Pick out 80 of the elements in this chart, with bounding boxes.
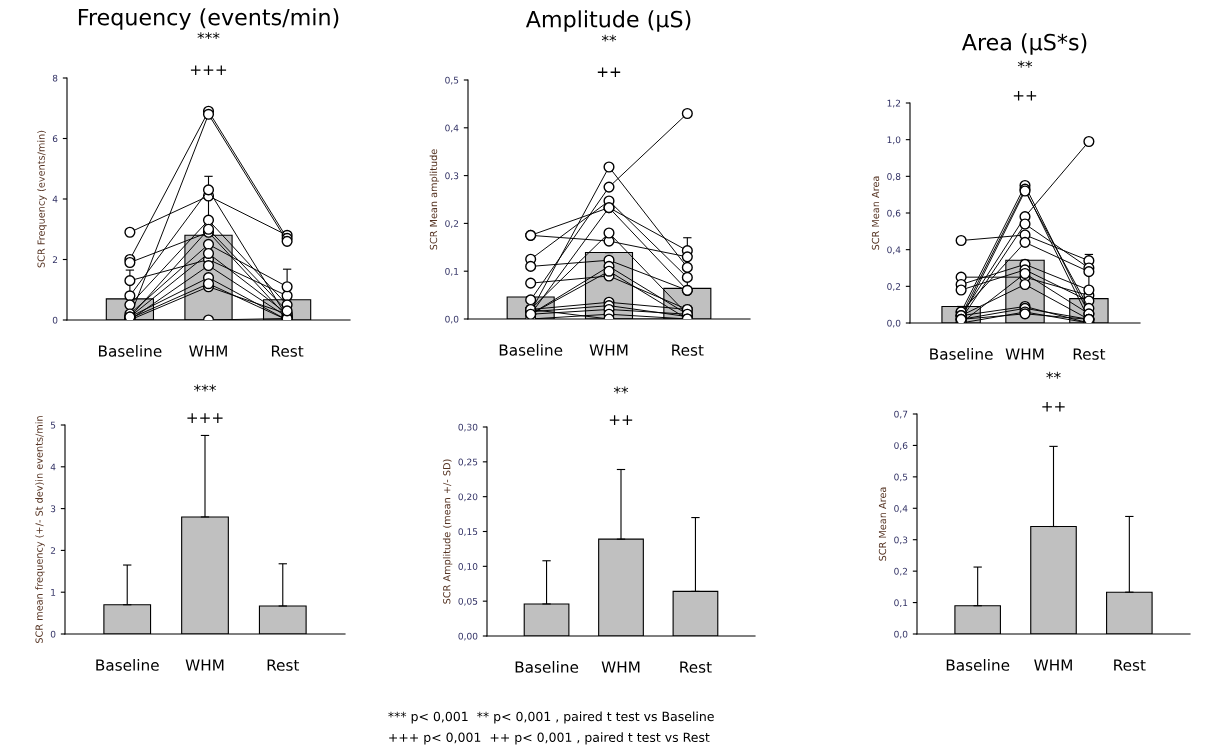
y-tick-label: 0,00 <box>458 632 478 641</box>
y-tick-label: 2 <box>52 256 58 263</box>
x-tick-label: Baseline <box>96 659 159 671</box>
text: ** <box>1046 371 1061 379</box>
x-tick-label: WHM <box>185 659 224 671</box>
y-tick-label: 0,05 <box>458 597 478 606</box>
y-tick-label: 5 <box>50 421 56 429</box>
y-tick-label: 0,10 <box>458 563 478 571</box>
y-tick-label: 0,1 <box>445 267 459 276</box>
y-tick-label: 0,20 <box>458 493 478 502</box>
text: ** <box>601 34 617 42</box>
y-tick-label: 0,25 <box>458 458 478 467</box>
chart-title: Area (µS*s) <box>961 33 1087 55</box>
text: +++ <box>190 65 227 75</box>
text: ++ <box>1013 91 1037 101</box>
x-tick-label: Rest <box>1114 659 1146 671</box>
chart-title: Frequency (events/min) <box>78 8 339 30</box>
x-tick-label: Rest <box>267 659 300 671</box>
text: ** <box>613 386 629 394</box>
y-axis-title: SCR Mean Area <box>871 176 880 250</box>
x-tick-label: Baseline <box>930 348 993 360</box>
x-tick-label: WHM <box>589 344 628 356</box>
y-tick-label: 0,3 <box>445 172 459 181</box>
text: *** <box>194 384 216 392</box>
x-tick-label: Baseline <box>515 661 579 673</box>
y-tick-label: 0,4 <box>894 505 908 513</box>
y-tick-label: 0,2 <box>445 220 459 228</box>
x-tick-label: Baseline <box>499 344 563 356</box>
x-tick-label: Rest <box>672 344 704 356</box>
y-tick-label: 0 <box>50 630 56 638</box>
y-tick-label: 4 <box>52 195 58 203</box>
x-tick-label: Baseline <box>946 659 1010 671</box>
text: ++ <box>609 415 633 425</box>
y-tick-label: 0,0 <box>887 319 901 328</box>
y-tick-label: 0,0 <box>894 630 908 639</box>
text: +++ p< 0,001 ++ p< 0,001 , paired t test vs Rest <box>389 732 710 745</box>
y-tick-label: 1,2 <box>887 99 901 108</box>
x-tick-label: Rest <box>680 661 712 673</box>
y-tick-label: 0,1 <box>894 599 908 608</box>
x-tick-label: Rest <box>271 345 304 357</box>
y-axis-title: SCR Frequency (events/min) <box>37 130 47 268</box>
y-tick-label: 3 <box>50 505 56 513</box>
y-axis-title: SCR mean frequency (+/- St dev)in events/min <box>35 416 45 643</box>
y-axis-title: SCR Mean Area <box>878 487 887 561</box>
y-tick-label: 1 <box>51 589 56 596</box>
text: +++ <box>187 413 223 423</box>
y-tick-label: 2 <box>50 547 56 554</box>
x-tick-label: Rest <box>1073 348 1106 360</box>
y-tick-label: 0,0 <box>445 315 459 324</box>
y-tick-label: 0,15 <box>458 528 478 536</box>
x-tick-label: WHM <box>601 661 640 673</box>
text: *** <box>197 32 220 40</box>
y-tick-label: 0 <box>52 316 58 324</box>
chart-title: Amplitude (µS) <box>525 10 691 32</box>
x-tick-label: WHM <box>189 345 227 357</box>
y-tick-label: 0,7 <box>894 410 908 419</box>
y-tick-label: 8 <box>52 74 58 82</box>
text: ++ <box>597 67 621 78</box>
x-tick-label: WHM <box>1005 348 1044 360</box>
x-tick-label: Baseline <box>99 345 162 357</box>
text: *** p< 0,001 ** p< 0,001 , paired t test vs Baseline <box>388 711 714 724</box>
x-tick-label: WHM <box>1034 659 1072 671</box>
y-axis-title: SCR Amplitude (mean +/- SD) <box>442 459 453 604</box>
y-tick-label: 0,3 <box>894 536 908 545</box>
y-tick-label: 0,2 <box>887 283 901 291</box>
y-axis-title: SCR Mean amplitude <box>429 149 440 250</box>
y-tick-label: 0,30 <box>458 423 478 432</box>
text: ++ <box>1042 402 1065 412</box>
y-tick-label: 0,4 <box>445 124 459 133</box>
y-tick-label: 0,4 <box>887 246 901 255</box>
y-tick-label: 0,6 <box>887 209 901 218</box>
y-tick-label: 6 <box>52 135 58 143</box>
y-tick-label: 0,8 <box>887 173 901 181</box>
y-tick-label: 0,5 <box>894 473 908 482</box>
y-tick-label: 4 <box>50 463 56 471</box>
y-tick-label: 0,5 <box>445 76 459 85</box>
y-tick-label: 0,2 <box>894 567 908 576</box>
y-tick-label: 1,0 <box>887 136 901 145</box>
y-tick-label: 0,6 <box>894 442 908 450</box>
text: ** <box>1017 60 1033 68</box>
